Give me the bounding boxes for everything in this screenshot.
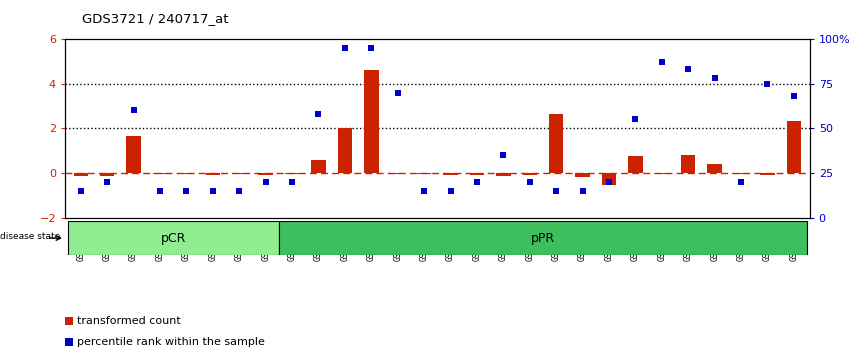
Bar: [100, 173, 114, 176]
Text: transformed count: transformed count: [77, 316, 181, 326]
Bar: [575, 173, 590, 177]
Bar: [443, 173, 458, 175]
Bar: [549, 114, 564, 173]
Bar: [708, 164, 722, 173]
Bar: [152, 173, 167, 174]
Bar: [628, 156, 643, 173]
Bar: [681, 155, 695, 173]
Bar: [496, 173, 511, 176]
Text: disease state: disease state: [0, 232, 60, 241]
Bar: [364, 70, 378, 173]
Text: percentile rank within the sample: percentile rank within the sample: [77, 337, 265, 347]
Text: GDS3721 / 240717_at: GDS3721 / 240717_at: [82, 12, 229, 25]
Bar: [786, 120, 801, 173]
Bar: [285, 173, 300, 174]
Bar: [205, 173, 220, 175]
Bar: [522, 173, 537, 175]
Bar: [74, 173, 88, 176]
Bar: [734, 173, 748, 174]
Bar: [126, 136, 141, 173]
Bar: [469, 173, 484, 175]
Bar: [258, 173, 273, 175]
Bar: [391, 173, 405, 174]
Bar: [655, 173, 669, 174]
FancyBboxPatch shape: [279, 221, 807, 255]
Bar: [232, 173, 247, 174]
Bar: [311, 160, 326, 173]
Bar: [179, 173, 194, 174]
Bar: [760, 173, 775, 175]
Bar: [338, 128, 352, 173]
Text: pPR: pPR: [531, 232, 555, 245]
Text: pCR: pCR: [160, 232, 186, 245]
Bar: [417, 173, 431, 174]
Bar: [602, 173, 617, 185]
FancyBboxPatch shape: [68, 221, 279, 255]
